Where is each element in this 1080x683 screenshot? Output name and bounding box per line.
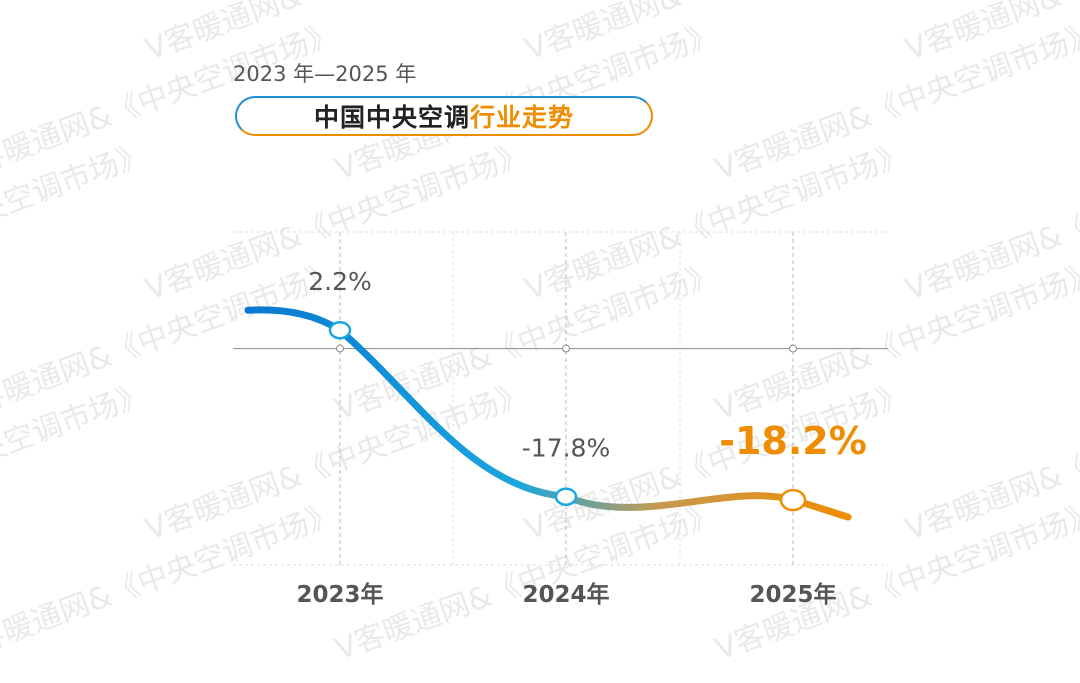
x-tick-label: 2023年 [296, 581, 383, 608]
points-layer [328, 320, 807, 512]
data-point [328, 320, 352, 340]
chart-title-main: 中国中央空调 [313, 103, 470, 132]
baseline-tick [336, 344, 344, 353]
data-point [779, 488, 807, 512]
baseline-tick [789, 344, 797, 353]
chart-title-accent: 行业走势 [470, 103, 575, 132]
baseline-tick [562, 344, 570, 353]
chart-subtitle: 2023 年—2025 年 [233, 62, 417, 86]
data-point [554, 487, 578, 506]
watermark-text: V客暖通网&《中央空调市场》 [0, 0, 152, 68]
labels-layer: 2.2% -17.8% -18.2% 2023年 2024年 2025年 [296, 267, 866, 608]
data-label: -18.2% [719, 419, 867, 463]
grid-layer [233, 231, 888, 566]
data-label: -17.8% [522, 434, 610, 463]
x-tick-label: 2025年 [749, 581, 836, 608]
chart-title: 中国中央空调 行业走势 [235, 96, 653, 136]
x-tick-label: 2024年 [522, 581, 609, 608]
data-label: 2.2% [308, 267, 372, 296]
